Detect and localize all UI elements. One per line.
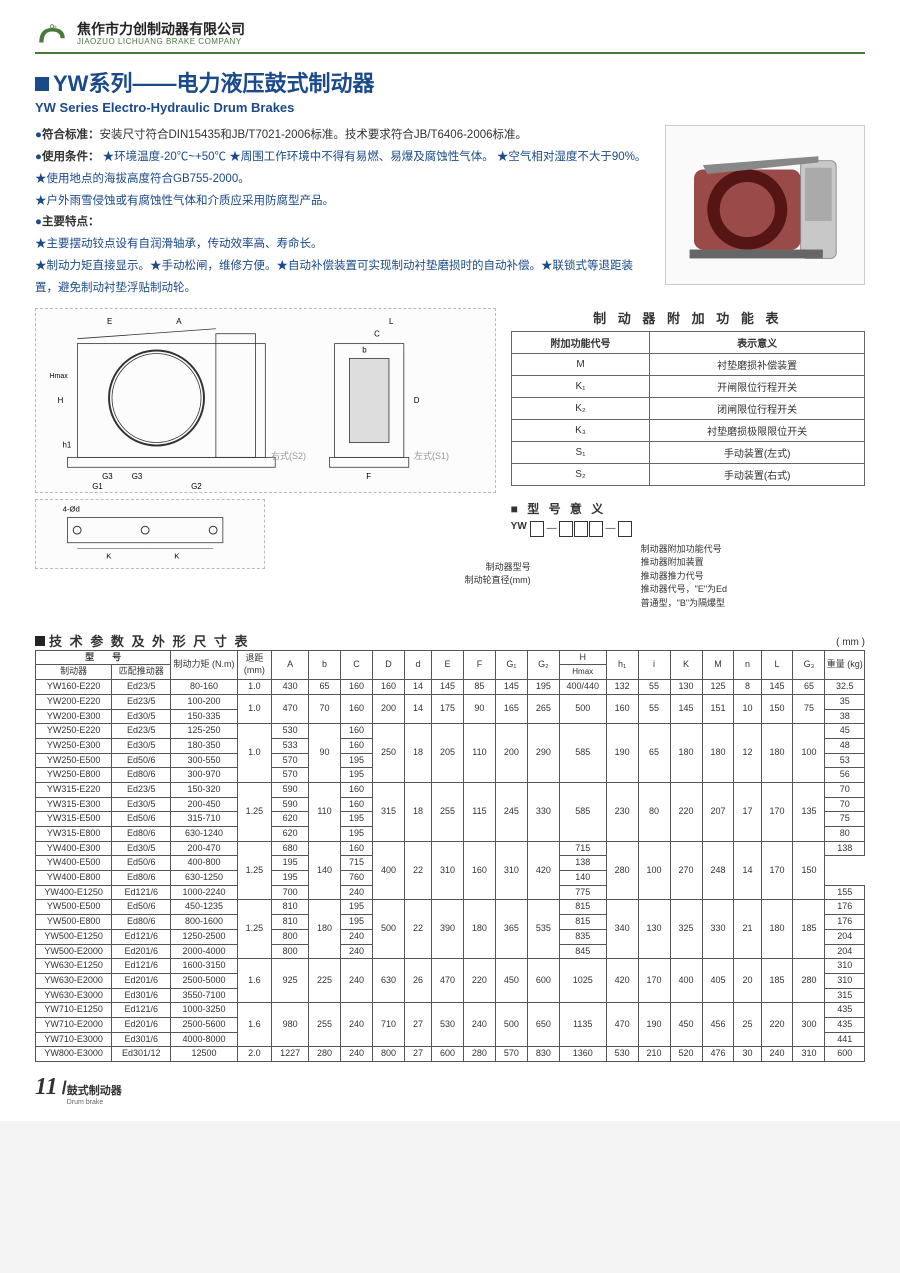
mm-r3: 推动器推力代号 <box>641 570 727 584</box>
function-table: 附加功能代号 表示意义 M衬垫磨损补偿装置K₁开闸限位行程开关K₂闭闸限位行程开… <box>511 331 865 486</box>
page-category-cn: 鼓式制动器 <box>67 1085 122 1097</box>
svg-text:b: b <box>362 345 367 354</box>
svg-text:L: L <box>389 317 394 326</box>
page-number: 11 <box>35 1074 58 1101</box>
svg-text:H: H <box>58 396 64 405</box>
svg-text:F: F <box>366 472 371 481</box>
func-meaning: 衬垫磨损极限限位开关 <box>650 419 865 441</box>
model-meaning-title: ■ 型 号 意 义 <box>511 500 865 517</box>
func-meaning: 衬垫磨损补偿装置 <box>650 353 865 375</box>
mm-r2: 推动器附加装置 <box>641 556 727 570</box>
svg-text:C: C <box>374 329 380 338</box>
mm-l2: 制动轮直径(mm) <box>441 574 531 588</box>
func-meaning: 开闸限位行程开关 <box>650 375 865 397</box>
company-name-cn: 焦作市力创制动器有限公司 <box>77 22 245 37</box>
svg-text:A: A <box>176 317 182 326</box>
product-title-en: YW Series Electro-Hydraulic Drum Brakes <box>35 100 865 115</box>
svg-text:E: E <box>107 317 112 326</box>
func-code: S₂ <box>511 463 650 485</box>
intro-l2-s1: ★环境温度-20℃~+50℃ <box>103 151 226 163</box>
mm-l1: 制动器型号 <box>441 561 531 575</box>
func-meaning: 闭闸限位行程开关 <box>650 397 865 419</box>
mm-r5: 普通型，"B"为隔爆型 <box>641 597 727 611</box>
spec-table: 型 号 制动力矩 (N.m) 退距 (mm) AbCDd EFG₁G₂ H h₁… <box>35 650 865 1062</box>
func-hdr-code: 附加功能代号 <box>511 331 650 353</box>
bolt-pattern-diagram: 4-Ød K K <box>35 499 265 569</box>
dimension-diagram-main: E A H Hmax h1 G3 G3 G1 G2 L C b D <box>35 308 496 493</box>
svg-text:G3: G3 <box>132 472 143 481</box>
func-code: S₁ <box>511 441 650 463</box>
intro-l6: ★制动力矩直接显示。★手动松闸，维修方便。★自动补偿装置可实现制动衬垫磨损时的自… <box>35 260 633 294</box>
diagram-label-s1: 左式(S1) <box>414 449 449 462</box>
func-hdr-meaning: 表示意义 <box>650 331 865 353</box>
spec-title-text: 技 术 参 数 及 外 形 尺 寸 表 <box>49 634 250 649</box>
svg-text:K: K <box>106 551 112 560</box>
product-title-row: YW系列——电力液压鼓式制动器 <box>35 66 865 98</box>
table-row: YW500-E500Ed50/6450-12351.25810180195500… <box>36 900 865 915</box>
func-code: K₃ <box>511 419 650 441</box>
page-footer: 11 / 鼓式制动器 Drum brake <box>35 1074 865 1106</box>
intro-l1-label: 符合标准： <box>42 129 100 141</box>
intro-l5: ★主要摆动铰点设有自润滑轴承，传动效率高、寿命长。 <box>35 238 323 250</box>
func-meaning: 手动装置(左式) <box>650 441 865 463</box>
intro-l1: 安装尺寸符合DIN15435和JB/T7021-2006标准。技术要求符合JB/… <box>99 129 527 141</box>
intro-text: ●符合标准：安装尺寸符合DIN15435和JB/T7021-2006标准。技术要… <box>35 125 650 300</box>
diagram-label-s2: 右式(S2) <box>271 449 306 462</box>
svg-text:G1: G1 <box>92 482 103 491</box>
mm-r4: 推动器代号，"E"为Ed <box>641 583 727 597</box>
product-title-cn: YW系列——电力液压鼓式制动器 <box>53 66 374 98</box>
intro-l4-label: 主要特点： <box>42 216 100 228</box>
table-row: YW160-E220Ed23/580-1601.0430651601601414… <box>36 680 865 695</box>
table-row: YW200-E220Ed23/5100-2001.047070160200141… <box>36 694 865 709</box>
table-row: YW630-E1250Ed121/61600-31501.69252252406… <box>36 959 865 974</box>
table-row: YW250-E220Ed23/5125-2501.053090160250182… <box>36 724 865 739</box>
func-code: K₁ <box>511 375 650 397</box>
svg-text:D: D <box>414 396 420 405</box>
page-header: ® 焦作市力创制动器有限公司 JIAOZUO LICHUANG BRAKE CO… <box>35 20 865 54</box>
intro-l2-s2: ★周围工作环境中不得有易燃、易爆及腐蚀性气体。 <box>229 151 494 163</box>
company-logo-icon: ® <box>35 20 69 48</box>
func-code: M <box>511 353 650 375</box>
svg-text:K: K <box>174 551 180 560</box>
func-code: K₂ <box>511 397 650 419</box>
table-row: YW400-E300Ed30/5200-4701.256801401604002… <box>36 841 865 856</box>
spec-section-title: 技 术 参 数 及 外 形 尺 寸 表 <box>35 631 250 650</box>
table-row: YW710-E1250Ed121/61000-32501.69802552407… <box>36 1003 865 1018</box>
model-meaning-diagram: YW —— 制动器附加功能代号 推动器附加装置 推动器推力代号 推动器代号，"E… <box>511 521 865 621</box>
func-meaning: 手动装置(右式) <box>650 463 865 485</box>
svg-text:Hmax: Hmax <box>50 373 69 380</box>
function-table-title: 制 动 器 附 加 功 能 表 <box>511 308 865 327</box>
svg-text:4-Ød: 4-Ød <box>63 504 80 513</box>
intro-l3: ★户外雨雪侵蚀或有腐蚀性气体和介质应采用防腐型产品。 <box>35 195 334 207</box>
svg-text:G2: G2 <box>191 482 202 491</box>
product-photo <box>665 125 865 285</box>
intro-l2-label: 使用条件： <box>42 151 100 163</box>
table-row: YW800-E3000Ed301/12125002.01227280240800… <box>36 1047 865 1062</box>
page-category-en: Drum brake <box>67 1099 122 1106</box>
svg-text:G3: G3 <box>102 472 113 481</box>
intro-l2-s4: ★使用地点的海拔高度符合GB755-2000。 <box>35 173 250 185</box>
mm-prefix: YW <box>511 521 527 532</box>
company-name-en: JIAOZUO LICHUANG BRAKE COMPANY <box>77 37 245 46</box>
svg-text:h1: h1 <box>63 440 72 449</box>
intro-l2-s3: ★空气相对湿度不大于90%。 <box>497 151 647 163</box>
unit-label: ( mm ) <box>836 637 865 648</box>
title-marker-icon <box>35 77 49 91</box>
mm-r1: 制动器附加功能代号 <box>641 543 727 557</box>
table-row: YW315-E220Ed23/5150-3201.255901101603151… <box>36 782 865 797</box>
